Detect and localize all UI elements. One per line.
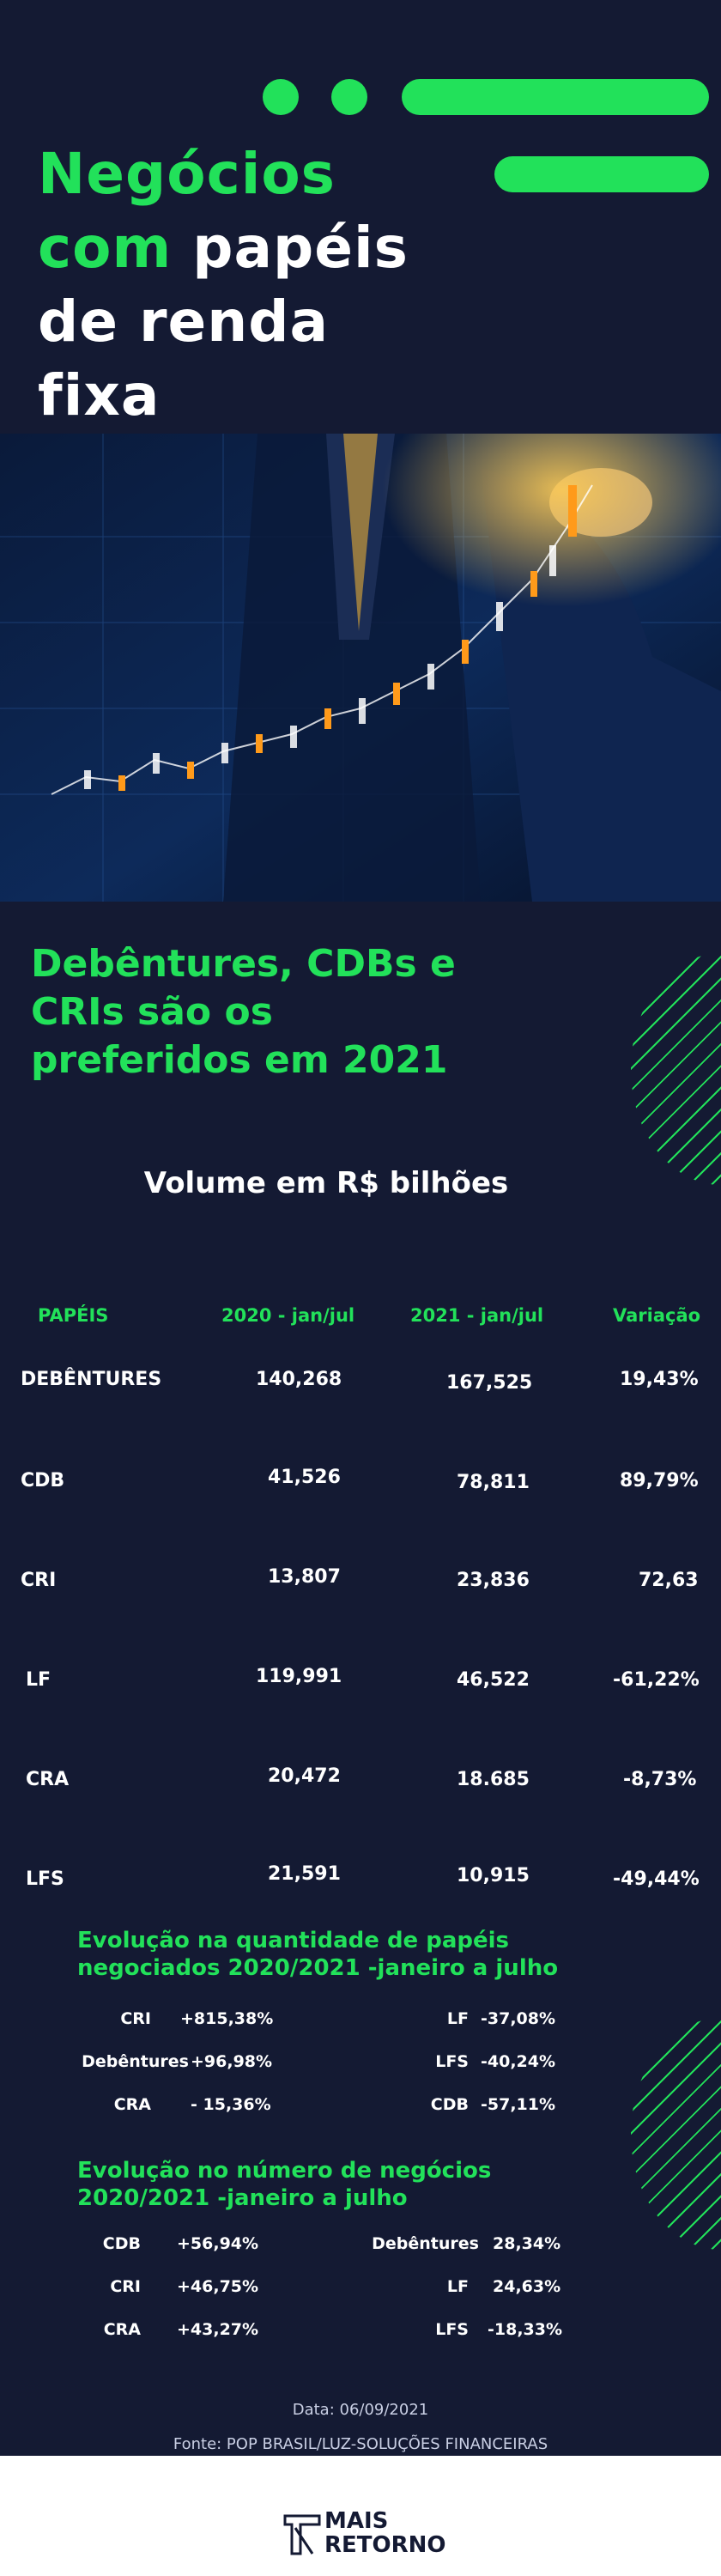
table-cell-paper: DEBÊNTURES <box>21 1369 162 1390</box>
stat-name: LF <box>446 2009 469 2028</box>
stat-name: LFS <box>435 2320 469 2339</box>
table-header: 2020 - jan/jul <box>221 1305 355 1326</box>
brand-logo: MAIS RETORNO <box>283 2509 472 2561</box>
table-cell-paper: LF <box>26 1669 52 1691</box>
table-header: PAPÉIS <box>38 1305 109 1326</box>
stat-value: +46,75% <box>177 2277 259 2296</box>
decor-bar <box>402 79 709 115</box>
stat-name: LFS <box>435 2052 469 2071</box>
table-cell-2021: 46,522 <box>457 1669 530 1691</box>
section-title-line: Evolução na quantidade de papéis <box>77 1928 510 1953</box>
stat-value: 24,63% <box>493 2277 561 2296</box>
hero-image <box>0 434 721 902</box>
stat-value: 28,34% <box>493 2234 561 2253</box>
stat-name: CRI <box>110 2277 141 2296</box>
logo-text: MAIS RETORNO <box>324 2509 446 2557</box>
table-cell-2020: 21,591 <box>268 1863 341 1885</box>
section-title: Evolução no número de negócios 2020/2021… <box>77 2157 491 2212</box>
subtitle-line: CRIs são os <box>31 990 273 1034</box>
table-title: Volume em R$ bilhões <box>143 1166 509 1200</box>
stat-name: Debêntures <box>372 2234 479 2253</box>
decor-bar <box>494 156 709 192</box>
stat-value: -57,11% <box>481 2095 556 2114</box>
table-cell-2021: 167,525 <box>446 1372 533 1394</box>
decor-dot <box>331 79 367 115</box>
table-cell-paper: LFS <box>26 1868 64 1890</box>
stat-value: - 15,36% <box>191 2095 271 2114</box>
table-header: Variação <box>613 1305 701 1326</box>
section-title-line: negociados 2020/2021 -janeiro a julho <box>77 1955 559 1981</box>
subtitle-line: preferidos em 2021 <box>31 1038 448 1082</box>
decor-hatch <box>631 2018 721 2250</box>
decor-hatch <box>631 953 721 1185</box>
decor-dot <box>263 79 299 115</box>
table-cell-2020: 41,526 <box>268 1467 341 1488</box>
stat-value: +815,38% <box>180 2009 274 2028</box>
table-cell-variation: -61,22% <box>613 1669 700 1691</box>
logo-mark-icon <box>283 2514 321 2555</box>
subtitle-line: Debêntures, CDBs e <box>31 942 456 986</box>
table-cell-variation: 19,43% <box>620 1369 699 1390</box>
title-line: Negócios <box>38 141 336 207</box>
title-line: fixa <box>38 362 161 428</box>
table-cell-paper: CRA <box>26 1769 70 1790</box>
stat-value: +43,27% <box>177 2320 259 2339</box>
title-line: de renda <box>38 289 330 355</box>
stat-value: +96,98% <box>191 2052 273 2071</box>
stat-name: LF <box>446 2277 469 2296</box>
section-title: Evolução na quantidade de papéis negocia… <box>77 1927 558 1982</box>
table-cell-variation: 89,79% <box>620 1470 699 1492</box>
table-cell-paper: CRI <box>21 1570 57 1591</box>
table-header: 2021 - jan/jul <box>410 1305 544 1326</box>
table-cell-variation: -8,73% <box>623 1769 697 1790</box>
title-word: com <box>38 215 173 281</box>
table-cell-2021: 18.685 <box>457 1769 530 1790</box>
page-title: Negócios com papéis de renda fixa <box>38 137 409 433</box>
section-subtitle: Debêntures, CDBs e CRIs são os preferido… <box>31 940 456 1084</box>
section-title-line: 2020/2021 -janeiro a julho <box>77 2185 408 2211</box>
table-cell-2020: 20,472 <box>268 1765 341 1787</box>
logo-footer <box>0 2456 721 2576</box>
table-cell-2021: 78,811 <box>457 1472 530 1493</box>
stat-name: CRA <box>103 2320 141 2339</box>
section-title-line: Evolução no número de negócios <box>77 2158 492 2184</box>
stat-value: -40,24% <box>481 2052 556 2071</box>
table-cell-2021: 10,915 <box>457 1865 530 1886</box>
logo-line: RETORNO <box>324 2532 446 2558</box>
stat-name: Debêntures <box>82 2052 189 2071</box>
logo-line: MAIS <box>324 2508 389 2534</box>
title-word: papéis <box>192 215 409 281</box>
table-cell-2020: 119,991 <box>256 1666 342 1687</box>
stat-value: -37,08% <box>481 2009 556 2028</box>
table-cell-variation: -49,44% <box>613 1868 700 1890</box>
table-cell-2021: 23,836 <box>457 1570 530 1591</box>
footer-date: Data: 06/09/2021 <box>292 2401 429 2419</box>
table-cell-2020: 13,807 <box>268 1566 341 1588</box>
candlestick-graphic <box>51 484 593 795</box>
stat-name: CRI <box>120 2009 151 2028</box>
stat-name: CRA <box>113 2095 151 2114</box>
stat-name: CDB <box>102 2234 141 2253</box>
table-cell-2020: 140,268 <box>256 1369 342 1390</box>
stat-value: +56,94% <box>177 2234 259 2253</box>
stat-value: -18,33% <box>488 2320 563 2339</box>
table-cell-paper: CDB <box>21 1470 65 1492</box>
table-cell-variation: 72,63 <box>639 1570 699 1591</box>
stat-name: CDB <box>430 2095 469 2114</box>
footer-source: Fonte: POP BRASIL/LUZ-SOLUÇÕES FINANCEIR… <box>173 2435 548 2453</box>
